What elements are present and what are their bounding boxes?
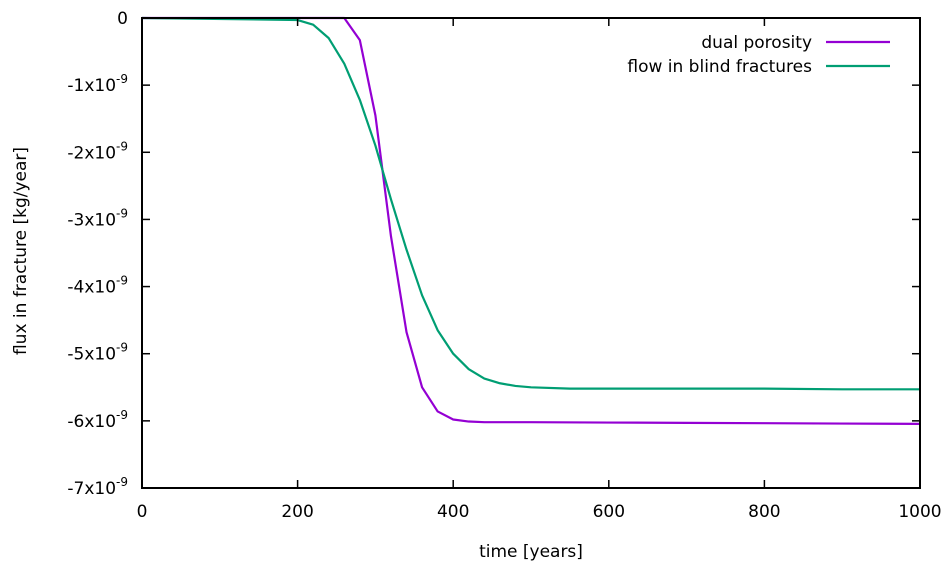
x-tick-label: 400 xyxy=(437,502,469,522)
y-tick-label-base: -2x10 xyxy=(67,143,116,163)
y-tick-label-exponent: -9 xyxy=(116,72,128,86)
y-tick-label-exponent: -9 xyxy=(116,206,128,220)
series-line-dual-porosity xyxy=(142,16,921,425)
y-tick-label-exponent: -9 xyxy=(116,475,128,489)
y-tick-label-base: -5x10 xyxy=(67,345,116,365)
y-tick-label-base: -4x10 xyxy=(67,278,116,298)
y-tick-label-base: -1x10 xyxy=(67,76,116,96)
y-axis-label-group: flux in fracture [kg/year] xyxy=(11,147,31,355)
y-tick-label: -6x10-9 xyxy=(67,408,128,432)
x-axis-label: time [years] xyxy=(479,542,583,562)
y-tick-label-exponent: -9 xyxy=(116,139,128,153)
y-axis-label: flux in fracture [kg/year] xyxy=(11,147,31,355)
y-tick-label-exponent: -9 xyxy=(116,408,128,422)
series-line-flow-in-blind-fractures xyxy=(141,16,920,391)
x-tick-label: 600 xyxy=(593,502,625,522)
legend-label: dual porosity xyxy=(701,33,812,53)
x-tick-label: 1000 xyxy=(898,502,941,522)
y-tick-label: -7x10-9 xyxy=(67,475,128,499)
x-tick-label: 0 xyxy=(137,502,148,522)
y-tick-label-exponent: -9 xyxy=(116,274,128,288)
legend-label: flow in blind fractures xyxy=(627,57,812,77)
x-tick-label: 800 xyxy=(748,502,780,522)
y-tick-label-base: -3x10 xyxy=(67,210,116,230)
ticks-layer: 0 200 400 600 800 10000-1x10-9-2x10-9-3x10-9-… xyxy=(67,9,941,522)
y-tick-label-exponent: -9 xyxy=(116,341,128,355)
x-tick-label: 200 xyxy=(281,502,313,522)
y-tick-label: -3x10-9 xyxy=(67,206,128,230)
y-tick-label: -1x10-9 xyxy=(67,72,128,96)
y-tick-label: -5x10-9 xyxy=(67,341,128,365)
y-tick-label-base: -6x10 xyxy=(67,412,116,432)
y-tick-label-base: -7x10 xyxy=(67,479,116,499)
y-tick-label: -4x10-9 xyxy=(67,274,128,298)
legend: dual porosity flow in blind fractures xyxy=(627,33,890,77)
y-tick-label-base: 0 xyxy=(117,9,128,29)
plot-frame xyxy=(141,17,921,489)
series-layer xyxy=(141,16,921,425)
y-tick-label: -2x10-9 xyxy=(67,139,128,163)
y-tick-label: 0 xyxy=(117,9,128,29)
